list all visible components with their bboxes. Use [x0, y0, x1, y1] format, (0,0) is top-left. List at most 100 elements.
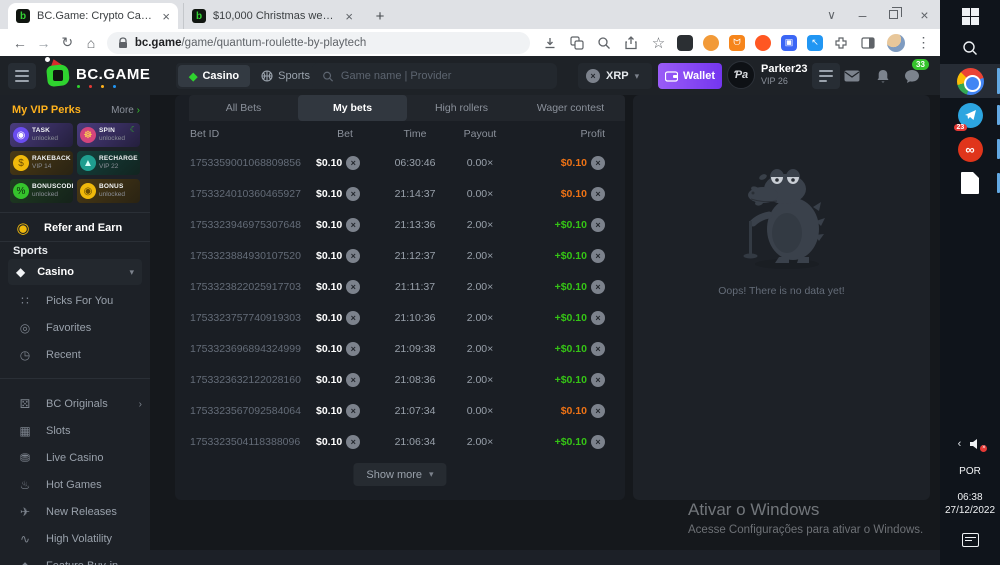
windows-logo-icon [961, 7, 979, 25]
reload-icon[interactable]: ↻ [61, 34, 74, 50]
minimize-button[interactable]: – [858, 6, 867, 23]
sidebar-item-live-casino[interactable]: ⛃ Live Casino [19, 451, 104, 465]
sidebar-item-bc-originals[interactable]: ⚄ BC Originals › [19, 397, 142, 411]
sidebar-item-high-volatility[interactable]: ∿ High Volatility [19, 532, 113, 546]
new-tab-button[interactable]: + [375, 7, 385, 25]
chat-badge: 33 [912, 59, 929, 70]
mail-icon[interactable] [843, 67, 861, 85]
sidebar-section-sports[interactable]: Sports [13, 245, 48, 257]
bet-payout: 2.00× [466, 218, 494, 231]
user-info[interactable]: Parker23 VIP 26 [761, 63, 808, 87]
browser-menu-icon[interactable]: ⋮ [916, 34, 931, 50]
taskbar-time: 06:38 [957, 492, 983, 503]
extension-person-icon[interactable] [702, 34, 719, 51]
chevron-down-icon: ▾ [429, 469, 434, 479]
sidebar-item-hot-games[interactable]: ♨ Hot Games [19, 478, 102, 492]
close-tab-icon[interactable]: × [345, 8, 353, 24]
perk-task[interactable]: ◉ TASK unlocked [10, 123, 73, 147]
sidebar-item-picks-for-you[interactable]: ∷ Picks For You [18, 291, 142, 311]
action-center-icon[interactable] [961, 533, 979, 547]
sidebar-item-slots[interactable]: ▦ Slots [19, 424, 71, 438]
bookmark-star-icon[interactable]: ☆ [651, 34, 666, 52]
tab-sports[interactable]: Sports [250, 65, 321, 87]
sidebar-item-feature-buyin[interactable]: ◆ Feature Buy-in [18, 556, 142, 565]
show-hidden-icons-chevron[interactable]: ‹ [957, 438, 962, 450]
restore-button[interactable] [878, 0, 909, 29]
perk-rakeback[interactable]: $ RAKEBACK VIP 14 [10, 151, 73, 175]
extension-shield-icon[interactable]: ▣ [780, 34, 797, 51]
extensions-puzzle-icon[interactable] [833, 34, 850, 51]
forward-icon[interactable]: → [36, 34, 51, 51]
xrp-coin-icon: × [346, 186, 361, 201]
sidebar-item-favorites[interactable]: ◎ Favorites [19, 321, 92, 335]
perk-bonus[interactable]: ◉ BONUS unlocked [77, 179, 140, 203]
search-input[interactable] [340, 70, 547, 82]
tab-search-chevron-icon[interactable]: ∨ [827, 7, 836, 22]
recharge-icon: ▲ [80, 155, 96, 171]
close-window-button[interactable]: × [920, 6, 929, 23]
tab-high-rollers[interactable]: High rollers [434, 102, 489, 114]
sidebar-item-new-releases[interactable]: ✈ New Releases [19, 505, 117, 519]
perk-recharge[interactable]: ▲ RECHARGE VIP 22 [77, 151, 140, 175]
bet-list-button[interactable] [812, 63, 840, 89]
close-tab-icon[interactable]: × [162, 8, 170, 24]
vip-more-link[interactable]: More › [111, 104, 140, 116]
chat-icon[interactable] [903, 67, 921, 85]
language-indicator[interactable]: POR [959, 466, 981, 477]
search-icon [323, 71, 334, 82]
sidebar-item-casino[interactable]: ◆ Casino ▾ [8, 259, 142, 285]
bet-payout: 2.00× [466, 373, 494, 386]
hamburger-menu-icon[interactable] [8, 63, 36, 89]
home-icon[interactable]: ⌂ [86, 34, 96, 51]
extension-cursor-icon[interactable]: ↖ [806, 34, 823, 51]
extension-flame-icon[interactable] [754, 34, 771, 51]
refer-and-earn[interactable]: ◉ Refer and Earn [10, 218, 122, 238]
back-icon[interactable]: ← [12, 34, 27, 51]
casino-sports-switch: ◆ Casino Sports [176, 63, 323, 89]
browser-tab-active[interactable]: b BC.Game: Crypto Casino Games × [8, 3, 178, 29]
bonus-code-tag-icon: % [13, 183, 29, 199]
browser-profile-avatar[interactable] [886, 33, 905, 52]
start-button[interactable] [940, 0, 1000, 32]
perk-spin[interactable]: ☸ SPIN unlocked ☾ [77, 123, 140, 147]
bcgame-logo[interactable]: BC.GAME [45, 57, 150, 88]
bet-id: 1753323884930107520 [190, 249, 301, 262]
taskbar-notepad-button[interactable] [940, 166, 1000, 200]
bets-rows: 1753359001068809856 $0.10 × 06:30:46 0.00× $0… [175, 147, 625, 457]
zoom-icon[interactable] [596, 34, 613, 51]
bet-id: 1753323567092584064 [190, 404, 301, 417]
browser-tab-inactive[interactable]: b $10,000 Christmas week special × [183, 3, 361, 29]
tab-all-bets[interactable]: All Bets [225, 102, 262, 114]
tab-title: BC.Game: Crypto Casino Games [37, 10, 155, 22]
url-bar[interactable]: bc.game/game/quantum-roulette-by-playtec… [106, 31, 530, 54]
game-search[interactable] [312, 63, 557, 89]
tab-casino[interactable]: ◆ Casino [178, 65, 251, 87]
translate-icon[interactable] [569, 34, 586, 51]
bet-profit: +$0.10 × [510, 279, 605, 294]
tab-wager-contest[interactable]: Wager contest [536, 102, 605, 114]
tab-my-bets[interactable]: My bets [298, 95, 407, 121]
download-icon[interactable] [542, 34, 559, 51]
notification-bell-icon[interactable] [874, 67, 892, 85]
logo-christmas-lights [77, 85, 116, 88]
xrp-coin-icon: × [346, 434, 361, 449]
taskbar-chrome-button[interactable] [940, 64, 1000, 98]
extension-falcon-icon[interactable] [676, 34, 693, 51]
currency-selector[interactable]: × XRP ▾ [578, 63, 652, 89]
taskbar-adobe-button[interactable]: ∞ [940, 132, 1000, 166]
taskbar-search-button[interactable] [940, 32, 1000, 64]
wallet-button[interactable]: Wallet [658, 63, 722, 89]
taskbar-telegram-button[interactable]: 23 [940, 98, 1000, 132]
metamask-fox-icon[interactable]: ᗢ [728, 34, 745, 51]
user-avatar[interactable]: Ƥa [727, 61, 755, 89]
side-panel-icon[interactable] [860, 34, 877, 51]
muted-speaker-icon[interactable]: × [969, 438, 988, 452]
table-row: 1753323567092584064 $0.10 × 21:07:34 0.00× $0… [175, 395, 625, 426]
show-more-button[interactable]: Show more ▾ [353, 463, 447, 486]
perk-bonuscode[interactable]: % BONUSCODE unlocked [10, 179, 73, 203]
sidebar-item-recent[interactable]: ◷ Recent [19, 348, 81, 362]
share-icon[interactable] [623, 34, 640, 51]
flame-icon: ♨ [19, 478, 31, 492]
taskbar-clock[interactable]: 06:38 27/12/2022 [940, 491, 1000, 517]
bets-panel: All Bets My bets High rollers Wager cont… [175, 95, 625, 500]
